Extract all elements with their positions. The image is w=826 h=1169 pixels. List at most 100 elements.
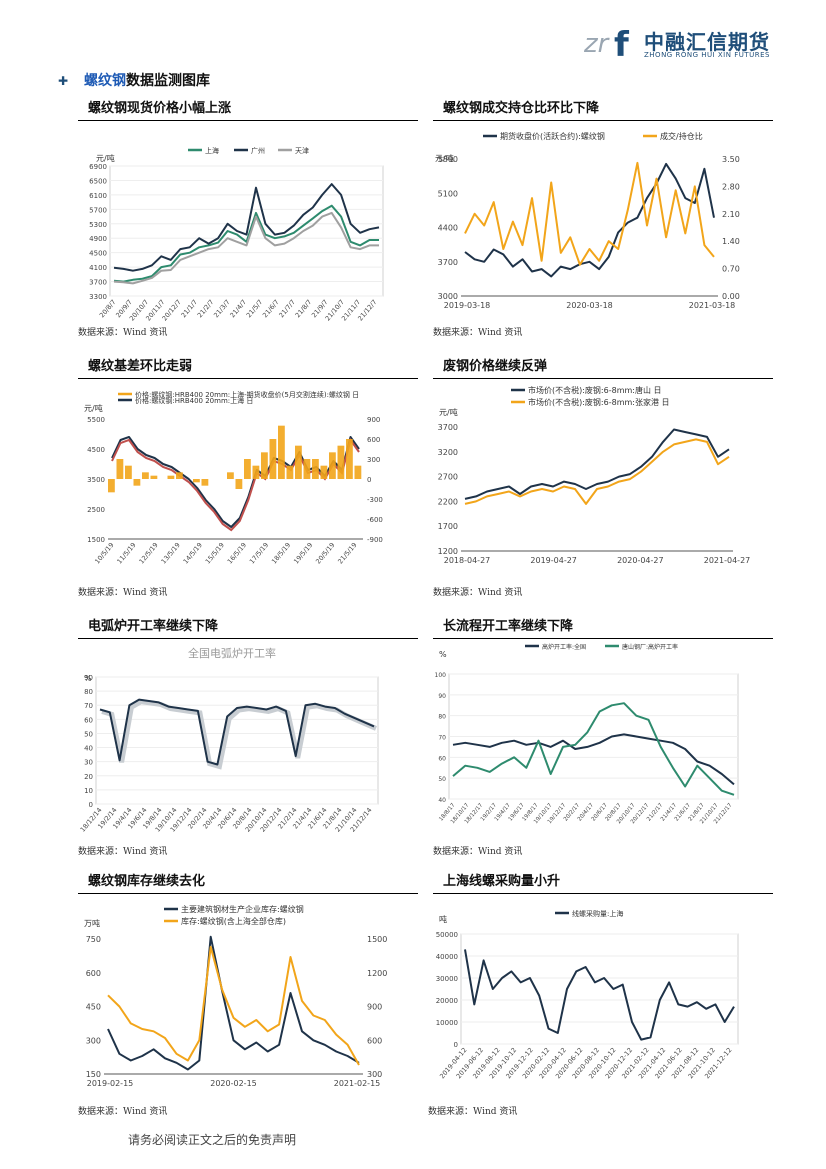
panel-title: 长流程开工率继续下降 bbox=[443, 619, 574, 634]
basis-bar bbox=[261, 452, 268, 479]
x-tick-label: 21/5/19 bbox=[336, 541, 358, 565]
series-line bbox=[464, 161, 715, 266]
y-tick-label: 0 bbox=[454, 1041, 458, 1049]
y-tick-label-right: 1.40 bbox=[722, 237, 740, 246]
y-tick-label: 50 bbox=[84, 730, 93, 738]
basis-bar bbox=[193, 479, 200, 483]
y-tick-label: 450 bbox=[86, 1003, 101, 1012]
legend-label: 库存:螺纹钢(含上海全部仓库) bbox=[181, 916, 286, 926]
y-tick-label: 60 bbox=[84, 716, 93, 724]
y-tick-label: 30 bbox=[84, 759, 93, 767]
series-line bbox=[464, 428, 730, 500]
y-tick-label: 3000 bbox=[438, 292, 458, 301]
panel-eaf-rate: 电弧炉开工率继续下降 % 全国电弧炉开工率 90 80 70 60 50 40 30 20 10 0 1… bbox=[78, 618, 418, 844]
y-tick-label: 150 bbox=[86, 1070, 101, 1079]
y-tick-label-right: 900 bbox=[367, 1003, 382, 1012]
legend-label: 市场价(不含税):废钢:6-8mm:唐山 日 bbox=[528, 385, 662, 395]
x-tick-label: 20/8/7 bbox=[98, 298, 118, 319]
basis-bar bbox=[278, 425, 285, 479]
legend-label: 成交/持仓比 bbox=[660, 131, 703, 141]
y-tick-label: 6500 bbox=[89, 177, 107, 185]
chart-inner-title: 全国电弧炉开工率 bbox=[188, 646, 276, 660]
y-tick-label: 60 bbox=[438, 755, 446, 762]
series-line bbox=[464, 162, 715, 278]
panel-title: 电弧炉开工率继续下降 bbox=[88, 619, 219, 634]
y-tick-label: 3700 bbox=[438, 258, 458, 267]
unit-label: 元/吨 bbox=[84, 403, 103, 413]
x-tick-label: 2018-04-27 bbox=[444, 556, 491, 565]
series-line bbox=[464, 438, 730, 505]
basis-bar bbox=[312, 459, 319, 479]
basis-bar bbox=[346, 439, 353, 479]
y-tick-label: 2200 bbox=[438, 497, 458, 506]
chart-spot-price: 元/吨 6900 6500 6100 5700 5300 4900 4500 4100 3700 3… bbox=[78, 121, 418, 326]
y-tick-label: 2700 bbox=[438, 473, 458, 482]
basis-bar bbox=[227, 472, 234, 479]
y-tick-label: 5700 bbox=[89, 206, 107, 214]
unit-label: 元/吨 bbox=[96, 153, 115, 163]
x-tick-label: 2020-03-18 bbox=[566, 301, 613, 310]
y-tick-label: 4500 bbox=[89, 250, 107, 258]
legend-label: 天津 bbox=[295, 147, 309, 155]
y-tick-label: 40 bbox=[84, 745, 93, 753]
y-tick-label: 750 bbox=[86, 935, 101, 944]
y-tick-label: 40000 bbox=[436, 953, 458, 961]
x-tick-label: 13/5/19 bbox=[160, 541, 182, 565]
y-tick-label: 20000 bbox=[436, 997, 458, 1005]
panel-rule bbox=[78, 120, 418, 121]
x-tick-label: 14/5/19 bbox=[182, 541, 204, 565]
legend-label: 期货收盘价(活跃合约):螺纹钢 bbox=[500, 131, 605, 141]
series-line bbox=[113, 204, 379, 283]
y-tick-label-right: 3.50 bbox=[722, 155, 740, 164]
x-tick-label: 21/7/7 bbox=[277, 298, 297, 319]
y-tick-label: 10000 bbox=[436, 1019, 458, 1027]
y-tick-label: 70 bbox=[84, 702, 93, 710]
x-tick-label: 21/5/7 bbox=[245, 298, 265, 319]
y-tick-label: 5500 bbox=[87, 416, 105, 424]
y-tick-label-right: 1200 bbox=[367, 969, 387, 978]
panel-rule bbox=[78, 378, 418, 379]
legend-label: 广州 bbox=[251, 146, 265, 155]
section-title: ✚ 螺纹钢数据监测图库 bbox=[58, 70, 210, 90]
section-bullet-icon: ✚ bbox=[58, 74, 69, 88]
panel-title: 上海线螺采购量小升 bbox=[443, 874, 561, 889]
y-tick-label: 70 bbox=[438, 735, 446, 742]
legend-label: 上海 bbox=[205, 146, 219, 155]
basis-bar bbox=[142, 472, 149, 479]
basis-bar bbox=[150, 475, 158, 479]
legend-label: 价格:螺纹钢:HRB400 20mm:上海 日 bbox=[135, 396, 253, 405]
y-tick-label: 600 bbox=[86, 969, 101, 978]
basis-bar bbox=[354, 465, 362, 479]
chart-shanghai-purchase: 吨 50000 40000 30000 20000 10000 0 2019-04-12 201… bbox=[433, 894, 773, 1106]
unit-label: 吨 bbox=[439, 914, 447, 924]
legend-label: 高炉开工率:全国 bbox=[542, 643, 586, 651]
y-tick-label: 1200 bbox=[438, 547, 458, 556]
x-tick-label: 2019-04-27 bbox=[530, 556, 577, 565]
basis-bar bbox=[108, 479, 115, 493]
y-tick-label: 4900 bbox=[89, 235, 107, 243]
x-tick-label: 21/3/7 bbox=[212, 298, 232, 319]
chart-inventory: 万吨 750 600 450 300 150 1500 1200 900 600 300 2019-0… bbox=[78, 894, 418, 1106]
source-note: 数据来源：Wind 资讯 bbox=[433, 847, 523, 857]
series-line bbox=[113, 211, 379, 285]
y-tick-label: 5100 bbox=[438, 189, 458, 198]
legend-label: 主要建筑钢材生产企业库存:螺纹钢 bbox=[181, 904, 304, 914]
y-tick-label: 6900 bbox=[89, 163, 107, 171]
series-line bbox=[452, 733, 735, 786]
basis-bar bbox=[176, 472, 183, 479]
x-tick-label: 10/5/19 bbox=[93, 541, 115, 565]
logo-english-name: ZHONG RONG HUI XIN FUTURES bbox=[644, 51, 770, 59]
x-tick-label: 2019-02-15 bbox=[87, 1079, 134, 1088]
x-tick-label: 21/1/7 bbox=[180, 298, 200, 319]
y-tick-label-right: 2.80 bbox=[722, 182, 740, 191]
series-line bbox=[99, 698, 375, 766]
chart-basis: 元/吨 5500 4500 3500 2500 1500 900 600 300 0 -300 -60… bbox=[78, 379, 418, 584]
source-note: 数据来源：Wind 资讯 bbox=[433, 328, 523, 338]
panel-title: 螺纹钢成交持仓比环比下降 bbox=[443, 101, 600, 116]
unit-label: 万吨 bbox=[84, 918, 100, 928]
panel-bf-rate: 长流程开工率继续下降 % 100 90 80 70 60 50 40 18/8/17 18/10/… bbox=[433, 618, 773, 844]
x-tick-label: 16/5/19 bbox=[226, 541, 248, 565]
basis-bar bbox=[167, 475, 175, 479]
y-tick-label: 4100 bbox=[89, 264, 107, 272]
series-line bbox=[107, 945, 360, 1066]
